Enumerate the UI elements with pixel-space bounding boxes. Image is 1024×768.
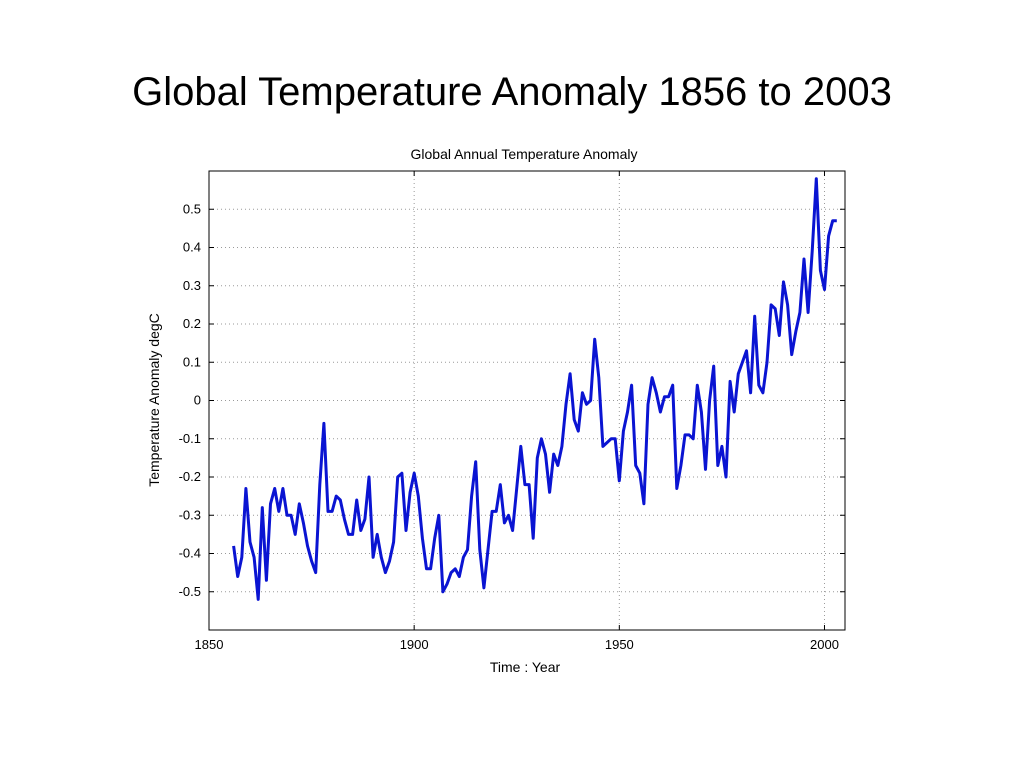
temperature-anomaly-series-line xyxy=(232,177,837,601)
y-axis-label: Temperature Anomaly degC xyxy=(146,313,162,487)
y-tick-labels: -0.5 -0.4 -0.3 -0.2 -0.1 0 0.1 0.2 0.3 0.4 0.5 xyxy=(179,201,201,599)
x-tick-label: 1900 xyxy=(400,637,429,652)
x-tick-label: 1950 xyxy=(605,637,634,652)
x-axis-label: Time : Year xyxy=(490,659,561,675)
y-tick-label: 0.2 xyxy=(183,316,201,331)
x-tick-label: 2000 xyxy=(810,637,839,652)
x-tick-labels: 1850 1900 1950 2000 xyxy=(195,637,839,652)
y-tick-label: -0.3 xyxy=(179,507,201,522)
y-tick-label: 0.3 xyxy=(183,278,201,293)
y-tick-label: 0.5 xyxy=(183,201,201,216)
y-tick-label: 0 xyxy=(194,393,201,408)
y-tick-label: -0.2 xyxy=(179,469,201,484)
x-tick-label: 1850 xyxy=(195,637,224,652)
chart-title: Global Annual Temperature Anomaly xyxy=(411,146,638,162)
slide-title: Global Temperature Anomaly 1856 to 2003 xyxy=(132,70,892,114)
y-tick-label: 0.4 xyxy=(183,240,201,255)
grid-lines xyxy=(209,171,845,630)
ticks xyxy=(208,171,845,630)
y-tick-label: -0.5 xyxy=(179,584,201,599)
y-tick-label: -0.1 xyxy=(179,431,201,446)
y-tick-label: 0.1 xyxy=(183,354,201,369)
y-tick-label: -0.4 xyxy=(179,546,201,561)
